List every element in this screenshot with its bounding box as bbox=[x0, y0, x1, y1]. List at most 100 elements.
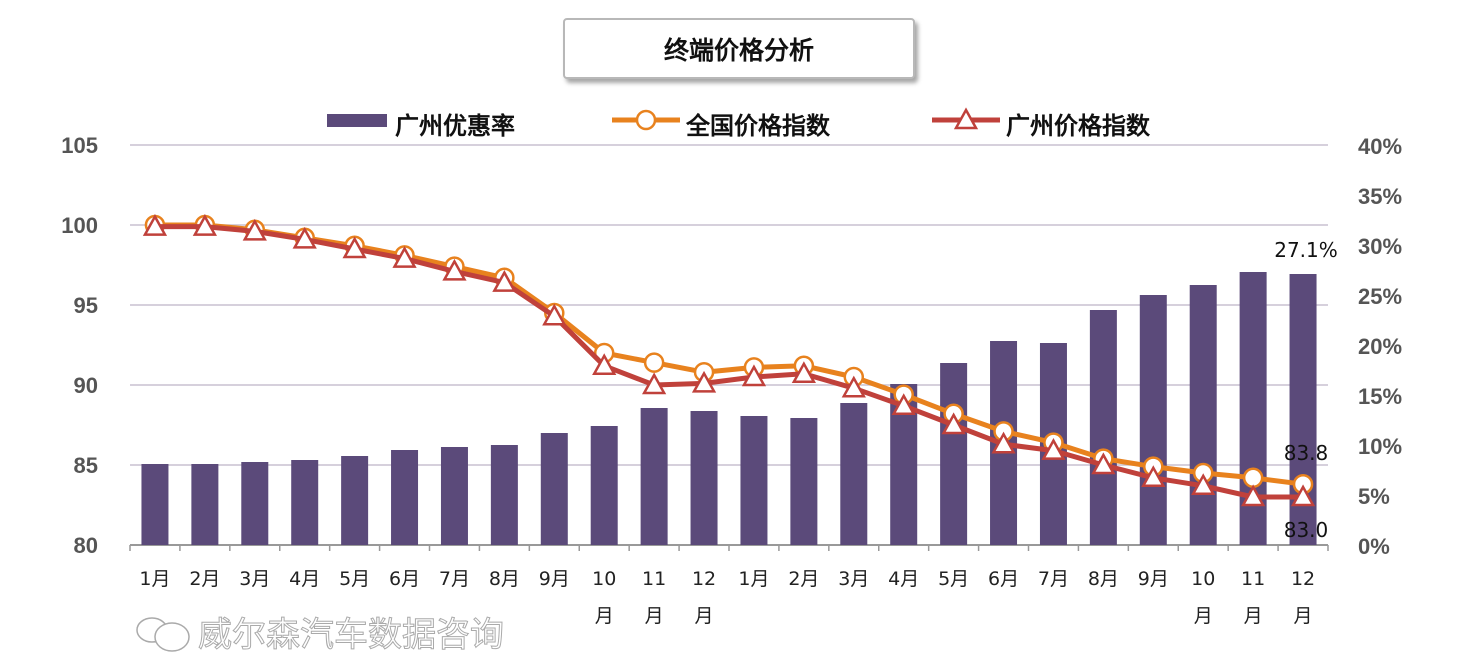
left-tick-label: 95 bbox=[74, 293, 98, 318]
data-point-triangle bbox=[1191, 473, 1216, 496]
data-point-triangle bbox=[891, 393, 916, 416]
x-tick-label: 7月 bbox=[439, 568, 470, 590]
bar bbox=[940, 363, 968, 545]
bar bbox=[341, 456, 369, 545]
x-tick-label-suffix: 月 bbox=[645, 605, 664, 627]
bar bbox=[391, 450, 419, 545]
bar bbox=[1189, 285, 1217, 545]
data-point-triangle bbox=[1041, 438, 1066, 460]
x-tick-label-suffix: 月 bbox=[1194, 605, 1213, 627]
x-tick-label: 9月 bbox=[539, 568, 570, 590]
data-point-triangle bbox=[991, 431, 1016, 454]
wechat-icon bbox=[154, 622, 190, 652]
x-tick-label: 5月 bbox=[938, 568, 969, 590]
legend-bar-swatch bbox=[327, 114, 387, 127]
watermark-text: 威尔森汽车数据咨询 bbox=[198, 615, 504, 655]
data-point-triangle bbox=[1091, 452, 1116, 475]
right-tick-label: 35% bbox=[1358, 184, 1402, 209]
data-point-triangle bbox=[1241, 484, 1266, 507]
data-label-guangzhou: 83.0 bbox=[1284, 518, 1329, 542]
x-tick-label: 4月 bbox=[289, 568, 320, 590]
x-tick-label: 1月 bbox=[139, 568, 170, 590]
bar bbox=[590, 426, 618, 545]
data-point-triangle bbox=[492, 270, 517, 292]
bar bbox=[291, 460, 319, 545]
x-tick-label: 3月 bbox=[239, 568, 270, 590]
data-point-triangle bbox=[442, 258, 467, 281]
x-tick-label: 12 bbox=[1291, 568, 1315, 590]
left-tick-label: 85 bbox=[74, 453, 98, 478]
x-tick-label: 1月 bbox=[738, 568, 769, 590]
legend-label: 广州价格指数 bbox=[1006, 112, 1151, 140]
right-tick-label: 25% bbox=[1358, 284, 1402, 309]
data-point-triangle bbox=[292, 226, 317, 249]
series-line bbox=[154, 224, 1304, 500]
bar bbox=[440, 447, 468, 545]
series-line bbox=[154, 222, 1304, 487]
right-tick-label: 30% bbox=[1358, 234, 1402, 259]
x-tick-label: 8月 bbox=[1088, 568, 1119, 590]
left-tick-label: 80 bbox=[74, 533, 98, 558]
bar bbox=[790, 418, 818, 545]
x-tick-label: 4月 bbox=[888, 568, 919, 590]
data-point-triangle bbox=[392, 246, 417, 268]
bar bbox=[1139, 295, 1167, 545]
x-tick-label: 10 bbox=[1191, 568, 1215, 590]
data-point-triangle bbox=[642, 372, 667, 395]
data-label-rate: 27.1% bbox=[1274, 238, 1338, 262]
data-point-triangle bbox=[192, 214, 217, 236]
x-tick-label-suffix: 月 bbox=[695, 605, 714, 627]
bar bbox=[241, 462, 269, 545]
x-tick-label: 7月 bbox=[1038, 568, 1069, 590]
x-tick-label-suffix: 月 bbox=[1294, 605, 1313, 627]
data-point-triangle bbox=[542, 303, 567, 326]
data-point-triangle bbox=[592, 353, 617, 376]
right-tick-label: 15% bbox=[1358, 384, 1402, 409]
left-tick-label: 105 bbox=[61, 133, 98, 158]
data-point-triangle bbox=[691, 370, 717, 393]
right-tick-label: 20% bbox=[1358, 334, 1402, 359]
x-tick-label: 9月 bbox=[1138, 568, 1169, 590]
data-point-triangle bbox=[1290, 484, 1316, 507]
bar bbox=[540, 433, 568, 545]
data-label-national: 83.8 bbox=[1284, 441, 1329, 465]
bar bbox=[490, 445, 518, 545]
right-tick-label: 0% bbox=[1358, 534, 1390, 559]
data-point-triangle bbox=[741, 364, 767, 387]
legend-label: 广州优惠率 bbox=[395, 112, 515, 140]
x-tick-label: 8月 bbox=[489, 568, 520, 590]
x-tick-label: 5月 bbox=[339, 568, 370, 590]
x-tick-label: 3月 bbox=[838, 568, 869, 590]
chart-title: 终端价格分析 bbox=[563, 18, 915, 79]
right-tick-label: 5% bbox=[1358, 484, 1390, 509]
x-tick-label: 6月 bbox=[988, 568, 1019, 590]
legend-label: 全国价格指数 bbox=[685, 112, 831, 140]
legend-circle-icon bbox=[635, 109, 657, 131]
data-point-circle bbox=[1242, 467, 1264, 489]
x-tick-label: 2月 bbox=[788, 568, 819, 590]
bar bbox=[191, 464, 219, 545]
left-tick-label: 90 bbox=[74, 373, 98, 398]
bar bbox=[840, 403, 868, 545]
bar bbox=[690, 411, 718, 545]
bar bbox=[640, 408, 668, 545]
data-point-circle bbox=[643, 352, 665, 373]
data-point-triangle bbox=[791, 361, 816, 384]
data-point-triangle bbox=[941, 412, 966, 435]
x-tick-label-suffix: 月 bbox=[595, 605, 614, 627]
right-tick-label: 40% bbox=[1358, 134, 1402, 159]
x-tick-label: 2月 bbox=[189, 568, 220, 590]
x-tick-label: 11 bbox=[1241, 568, 1265, 590]
x-tick-label-suffix: 月 bbox=[1244, 605, 1263, 627]
x-tick-label: 11 bbox=[642, 568, 666, 590]
bar bbox=[141, 464, 169, 545]
right-tick-label: 10% bbox=[1358, 434, 1402, 459]
legend-triangle-icon bbox=[953, 107, 979, 130]
left-tick-label: 100 bbox=[61, 213, 98, 238]
bar bbox=[740, 416, 768, 545]
data-point-triangle bbox=[841, 375, 866, 398]
data-point-triangle bbox=[1141, 465, 1166, 488]
bar bbox=[1089, 310, 1117, 545]
x-tick-label: 10 bbox=[592, 568, 616, 590]
